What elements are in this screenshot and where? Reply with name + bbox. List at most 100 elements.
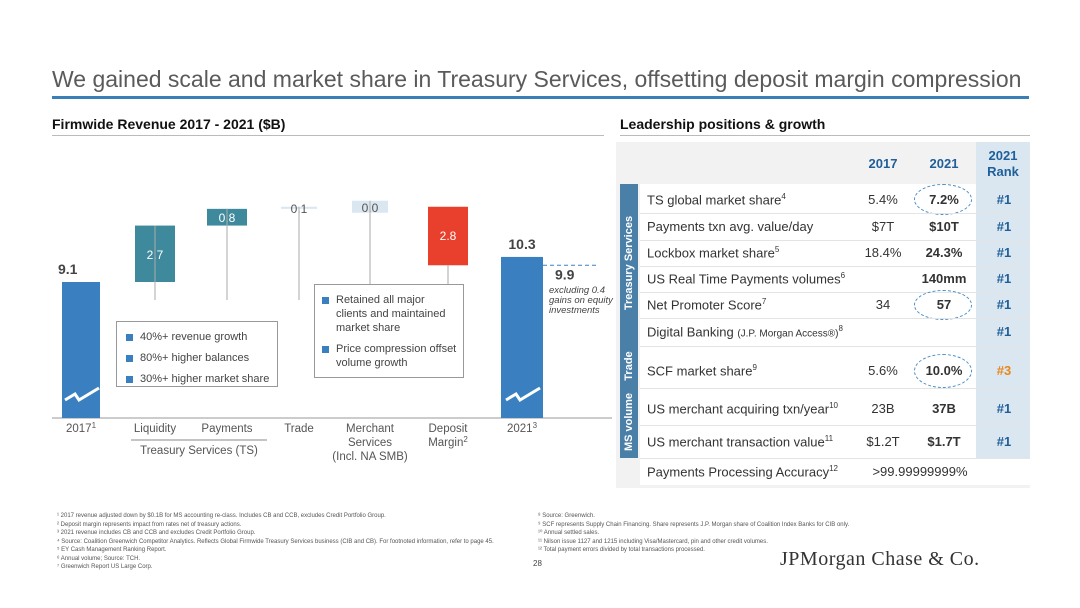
header-rank: 2021 Rank [987, 148, 1019, 179]
row-divider [640, 266, 1030, 267]
bullet-square-icon [322, 297, 329, 304]
header-2021: 2021 [929, 156, 959, 171]
page-title: We gained scale and market share in Trea… [52, 66, 1022, 92]
title-rule [52, 96, 1029, 99]
bullet-square-icon [126, 334, 133, 341]
category-label: (Incl. NA SMB) [332, 451, 408, 463]
table-row: Net Promoter Score7 34 57 #1 [640, 290, 1030, 320]
value-label: 9.1 [58, 261, 78, 277]
row-divider [640, 458, 1030, 459]
row-label: TS global market share4 [647, 192, 786, 208]
callout-item: Price compression offset volume growth [322, 342, 457, 370]
row-label: Net Promoter Score7 [647, 297, 767, 313]
bullet-square-icon [322, 346, 329, 353]
value-2017: 5.6% [868, 363, 898, 378]
header-2017: 2017 [868, 156, 898, 171]
value-2021: 24.3% [925, 245, 963, 260]
value-2017: $1.2T [866, 434, 900, 449]
category-label: Liquidity [134, 423, 176, 435]
bar-2017 [62, 282, 100, 418]
bullet-square-icon [126, 376, 133, 383]
value-label: 2.8 [440, 229, 457, 243]
rank-value: #1 [996, 297, 1012, 312]
row-label: Payments Processing Accuracy12 [647, 464, 838, 480]
callout-item: 40%+ revenue growth [126, 330, 277, 344]
merged-value: >99.99999999% [872, 464, 968, 479]
callout-item: 80%+ higher balances [126, 351, 277, 365]
callout-box-merchant: Retained all major clients and maintaine… [314, 284, 464, 378]
category-label: Payments [201, 423, 252, 435]
row-divider [640, 318, 1030, 319]
rank-value: #1 [996, 271, 1012, 286]
category-label: 20213 [507, 421, 538, 435]
row-label: Lockbox market share5 [647, 245, 780, 261]
category-label: Merchant [346, 423, 395, 435]
footnotes-right: ⁸ Source: Greenwich. ⁹ SCF represents Sup… [538, 513, 850, 553]
page-number: 28 [533, 559, 542, 568]
highlight-circle [914, 184, 972, 215]
table-row: Payments txn avg. value/day $7T $10T #1 [640, 213, 1030, 240]
accuracy-row-bg [640, 458, 1030, 485]
group-label-ms: MS volume [620, 388, 638, 458]
value-2021: 37B [932, 401, 956, 416]
category-label: Trade [284, 423, 314, 435]
table-row: Lockbox market share5 18.4% 24.3% #1 [640, 240, 1030, 266]
table-row: US Real Time Payments volumes6 140mm #1 [640, 266, 1030, 292]
rank-value: #3 [996, 363, 1012, 378]
value-2017: $7T [871, 219, 895, 234]
category-label: Services [348, 437, 392, 449]
rank-value: #1 [996, 219, 1012, 234]
highlight-circle [914, 353, 972, 388]
value-2017: 23B [871, 401, 895, 416]
table-row: Digital Banking (J.P. Morgan Access®)8 #1 [640, 318, 1030, 346]
rank-column [976, 142, 1030, 458]
category-label: Margin2 [428, 435, 468, 449]
row-divider [640, 425, 1030, 426]
right-section-title: Leadership positions & growth [620, 116, 826, 132]
table-row: SCF market share9 5.6% 10.0% #3 [640, 353, 1030, 388]
left-section-rule [52, 135, 604, 136]
row-divider [640, 388, 1030, 389]
row-divider [640, 346, 1030, 347]
bar-deposit-margin [428, 206, 468, 266]
ts-group-label: Treasury Services (TS) [140, 445, 258, 457]
row-label: US merchant acquiring txn/year10 [647, 401, 838, 417]
row-label: Digital Banking (J.P. Morgan Access®)8 [647, 324, 843, 340]
table-row: US merchant transaction value11 $1.2T $1.7… [640, 425, 1030, 458]
value-2021: $1.7T [927, 434, 961, 449]
row-divider [640, 292, 1030, 293]
callout-item: 30%+ higher market share [126, 372, 277, 386]
row-divider [640, 240, 1030, 241]
left-section-title: Firmwide Revenue 2017 - 2021 ($B) [52, 116, 286, 132]
company-logo: JPMorgan Chase & Co. [780, 548, 980, 570]
table-body [640, 184, 976, 458]
bar-2021 [501, 256, 543, 418]
row-label: US merchant transaction value11 [647, 434, 834, 450]
value-2017: 18.4% [864, 245, 902, 260]
right-section-rule [620, 135, 1030, 136]
row-label: US Real Time Payments volumes6 [647, 271, 846, 287]
value-2021: $10T [929, 219, 959, 234]
row-divider [640, 213, 1030, 214]
group-label-trade: Trade [620, 346, 638, 388]
footnotes-left: ¹ 2017 revenue adjusted down by $0.1B fo… [57, 513, 494, 570]
value-label: 10.3 [508, 236, 535, 252]
bullet-square-icon [126, 355, 133, 362]
value-2017: 34 [875, 297, 891, 312]
table-row: Payments Processing Accuracy12 >99.999999… [640, 458, 1030, 485]
category-label: Deposit [429, 423, 469, 435]
highlight-circle [914, 290, 972, 320]
value-2017: 5.4% [868, 192, 898, 207]
rank-value: #1 [996, 192, 1012, 207]
value-2021: 140mm [921, 271, 967, 286]
rank-value: #1 [996, 434, 1012, 449]
axis-break-icon [505, 386, 541, 403]
group-label-treasury: Treasury Services [620, 184, 638, 346]
table-row: US merchant acquiring txn/year10 23B 37B #1 [640, 392, 1030, 425]
adjusted-value-label: 9.9 [555, 266, 575, 282]
rank-value: #1 [996, 324, 1012, 339]
adjusted-note: excluding 0.4 gains on equity investment… [549, 285, 613, 316]
category-label: 20171 [66, 421, 97, 435]
callout-box-liquidity: 40%+ revenue growth 80%+ higher balances… [116, 321, 278, 387]
